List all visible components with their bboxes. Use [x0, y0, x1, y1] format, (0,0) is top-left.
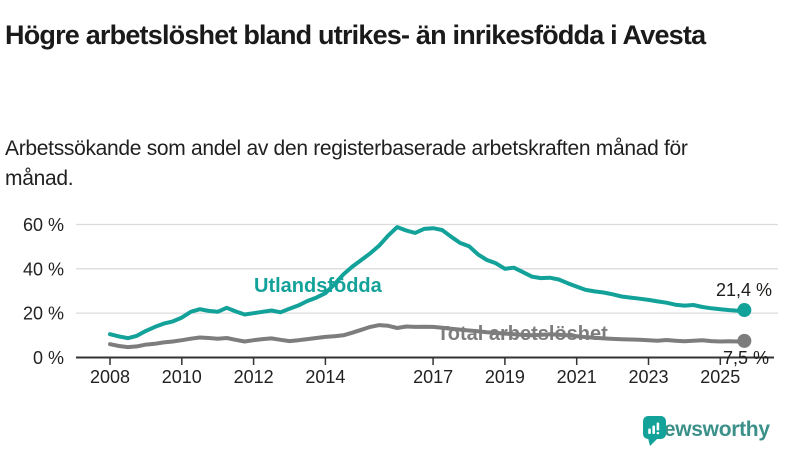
chart-title: Högre arbetslöshet bland utrikes- än inr…: [5, 20, 706, 51]
y-tick-label: 40 %: [23, 259, 64, 279]
x-tick-label: 2019: [485, 367, 525, 387]
series-line: [108, 225, 747, 341]
x-tick-label: 2010: [162, 367, 202, 387]
newsworthy-bubble-icon: [643, 416, 666, 446]
y-tick-label: 0 %: [33, 348, 64, 368]
data-series: [108, 225, 752, 350]
x-tick-label: 2021: [557, 367, 597, 387]
x-tick-label: 2012: [234, 367, 274, 387]
gridlines: 0 % 20 % 40 % 60 %: [23, 215, 778, 368]
x-tick-label: 2025: [700, 367, 740, 387]
series-line: [108, 323, 747, 350]
x-axis: 2008 2010 2012 2014 2017 2019 2021 2023 2025: [76, 356, 774, 387]
newsworthy-logo[interactable]: Newsworthy: [642, 413, 800, 449]
y-tick-label: 20 %: [23, 304, 64, 324]
x-tick-label: 2008: [90, 367, 130, 387]
x-tick-label: 2014: [305, 367, 345, 387]
x-tick-label: 2017: [413, 367, 453, 387]
end-value-label-total: 7,5 %: [723, 348, 769, 368]
series-label-total: Total arbetslöshet: [437, 323, 608, 345]
series-end-dot: [737, 303, 752, 318]
series-end-dot: [737, 333, 752, 348]
chart-subtitle: Arbetssökande som andel av den registerb…: [5, 137, 688, 190]
x-tick-label: 2023: [628, 367, 668, 387]
y-tick-label: 60 %: [23, 215, 64, 235]
end-value-label-utlandsfodda: 21,4 %: [716, 280, 772, 300]
brand-name: Newsworthy: [649, 418, 770, 441]
series-label-utlandsfodda: Utlandsfödda: [254, 275, 383, 297]
